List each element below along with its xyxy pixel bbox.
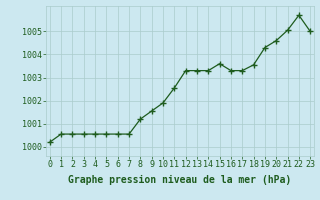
X-axis label: Graphe pression niveau de la mer (hPa): Graphe pression niveau de la mer (hPa) [68,175,292,185]
